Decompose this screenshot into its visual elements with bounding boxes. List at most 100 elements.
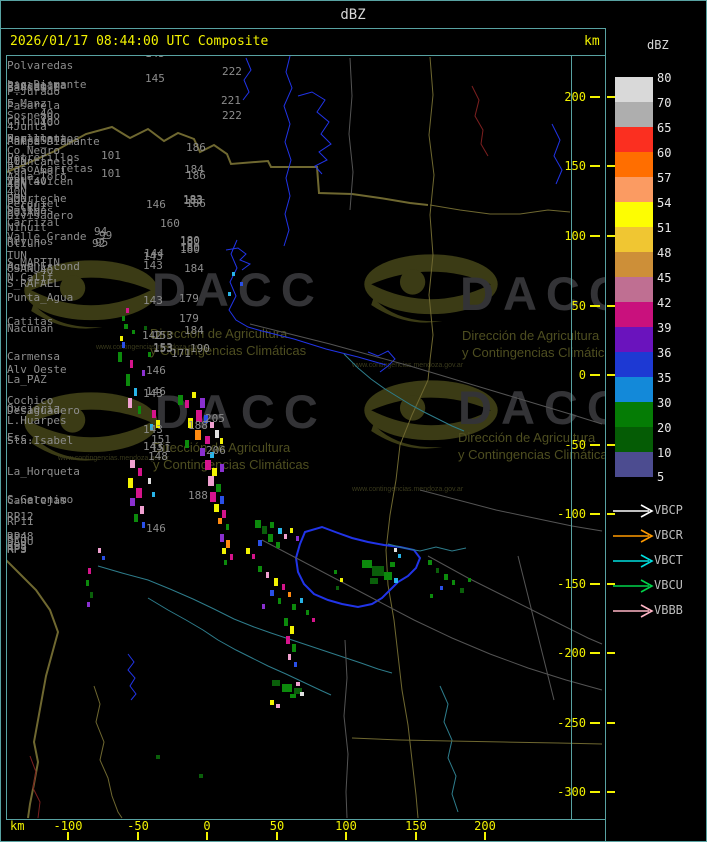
map-boundary-line: [7, 125, 429, 206]
radar-echo-pixel: [178, 395, 183, 405]
bottom-axis-tick: [484, 832, 486, 840]
right-axis-tick: [607, 305, 615, 307]
map-label: E_Manz: [7, 97, 47, 110]
radar-echo-pixel: [282, 684, 292, 692]
colorscale-value: 30: [657, 396, 672, 410]
map-label: Carmensa: [7, 350, 60, 363]
bottom-axis-tick: [276, 832, 278, 840]
radar-echo-pixel: [185, 400, 189, 408]
radar-echo-pixel: [296, 536, 299, 541]
map-label: SMN: [7, 192, 27, 205]
map-label: 99: [99, 229, 113, 242]
map-label: 146: [146, 522, 166, 535]
map-label: Esc.: [7, 431, 34, 444]
radar-echo-pixel: [87, 602, 90, 607]
radar-echo-pixel: [270, 590, 274, 596]
radar-echo-pixel: [430, 594, 433, 598]
map-label: Paso_Carretas: [7, 162, 94, 175]
dacc-watermark-url: www.contingencias.mendoza.gov.ar: [96, 344, 208, 351]
right-axis-tick: [590, 165, 600, 167]
map-label: Alv_Oeste: [7, 363, 67, 376]
map-label: 153: [153, 342, 173, 355]
right-axis-tick: [590, 652, 600, 654]
bottom-axis-tick-label: 0: [203, 819, 211, 833]
right-axis-tick: [590, 722, 600, 724]
radar-echo-pixel: [390, 562, 395, 567]
map-label: 146: [146, 385, 166, 398]
map-label: Potrerillos: [7, 151, 80, 164]
radar-echo-pixel: [262, 526, 267, 534]
map-label: 4Junta: [7, 120, 47, 133]
radar-echo-pixel: [292, 604, 296, 610]
map-label: Valle_Grande: [7, 230, 87, 243]
map-boundary-line: [127, 653, 137, 701]
map-label: Cda_Amari: [7, 164, 67, 177]
radar-echo-pixel: [124, 324, 128, 329]
map-label: 205: [205, 412, 225, 425]
radar-echo-pixel: [132, 330, 135, 334]
right-axis-unit-label: km: [584, 34, 600, 49]
map-boundary-line: [471, 85, 489, 157]
radar-echo-pixel: [98, 548, 101, 553]
vector-arrow-icon: [612, 578, 654, 597]
radar-echo-pixel: [290, 694, 296, 698]
colorscale-swatch: [615, 377, 653, 402]
map-label: 40N: [7, 179, 27, 192]
colorscale-value: 36: [657, 346, 672, 360]
map-label: Divisadero: [7, 209, 74, 222]
map-label: Cochico: [7, 394, 54, 407]
right-axis-tick-label: 150: [564, 159, 586, 173]
map-label: 143: [143, 250, 163, 263]
map-label: 188: [188, 419, 208, 432]
colorscale-swatch: [615, 227, 653, 252]
colorscale-swatch: [615, 202, 653, 227]
colorscale-swatch: [615, 252, 653, 277]
map-boundary-line: [427, 56, 435, 381]
right-axis-tick: [607, 235, 615, 237]
map-label: Villavicen: [7, 175, 74, 188]
map-label: Lag.Diamante: [7, 78, 87, 91]
dacc-watermark-url: www.contingencias.mendoza.gov.ar: [58, 455, 170, 462]
radar-echo-pixel: [284, 534, 287, 539]
radar-echo-pixel: [290, 528, 293, 533]
colorscale-swatch: [615, 102, 653, 127]
map-boundary-line: [351, 737, 603, 745]
map-label: S.Geronimo: [7, 493, 74, 506]
radar-echo-pixel: [130, 498, 135, 506]
right-axis-tick: [590, 374, 600, 376]
map-label: Chihuido: [7, 115, 60, 128]
map-label: 186: [186, 197, 206, 210]
radar-echo-pixel: [276, 704, 280, 708]
colorscale-value: 65: [657, 121, 672, 135]
colorscale-value: 51: [657, 221, 672, 235]
vector-label: VBBB: [654, 603, 683, 617]
map-label: 179: [179, 292, 199, 305]
map-label: Carrizal: [7, 216, 60, 229]
map-label: Canalejas: [7, 494, 67, 507]
bottom-axis-tick-label: 150: [405, 819, 427, 833]
right-axis-tick: [590, 791, 600, 793]
radar-echo-pixel: [286, 636, 290, 644]
vector-label: VBCT: [654, 553, 683, 567]
radar-echo-pixel: [284, 618, 288, 626]
map-label: Parlamentos: [7, 132, 80, 145]
bottom-axis-unit-label: km: [10, 819, 25, 833]
map-label: Pampa_Diamante: [7, 135, 100, 148]
colorscale-panel: dBZ 80 70 65 60 57 54 51 48 45 42 39 36 35 30 20 10 5 VB…: [606, 28, 707, 842]
radar-echo-pixel: [334, 570, 337, 574]
radar-echo-pixel: [210, 422, 214, 428]
map-label: L.Huarpes: [7, 414, 67, 427]
radar-echo-pixel: [156, 755, 160, 759]
map-label: USANU: [7, 262, 41, 275]
colorscale-value: 42: [657, 296, 672, 310]
radar-echo-pixel: [370, 578, 378, 584]
radar-echo-pixel: [288, 654, 291, 660]
right-axis-tick: [590, 305, 600, 307]
radar-echo-pixel: [200, 398, 205, 408]
colorscale-title: dBZ: [647, 38, 669, 52]
map-label: 95: [95, 236, 109, 249]
radar-echo-pixel: [192, 392, 196, 398]
radar-echo-pixel: [126, 308, 129, 313]
map-label: 94: [94, 225, 108, 238]
